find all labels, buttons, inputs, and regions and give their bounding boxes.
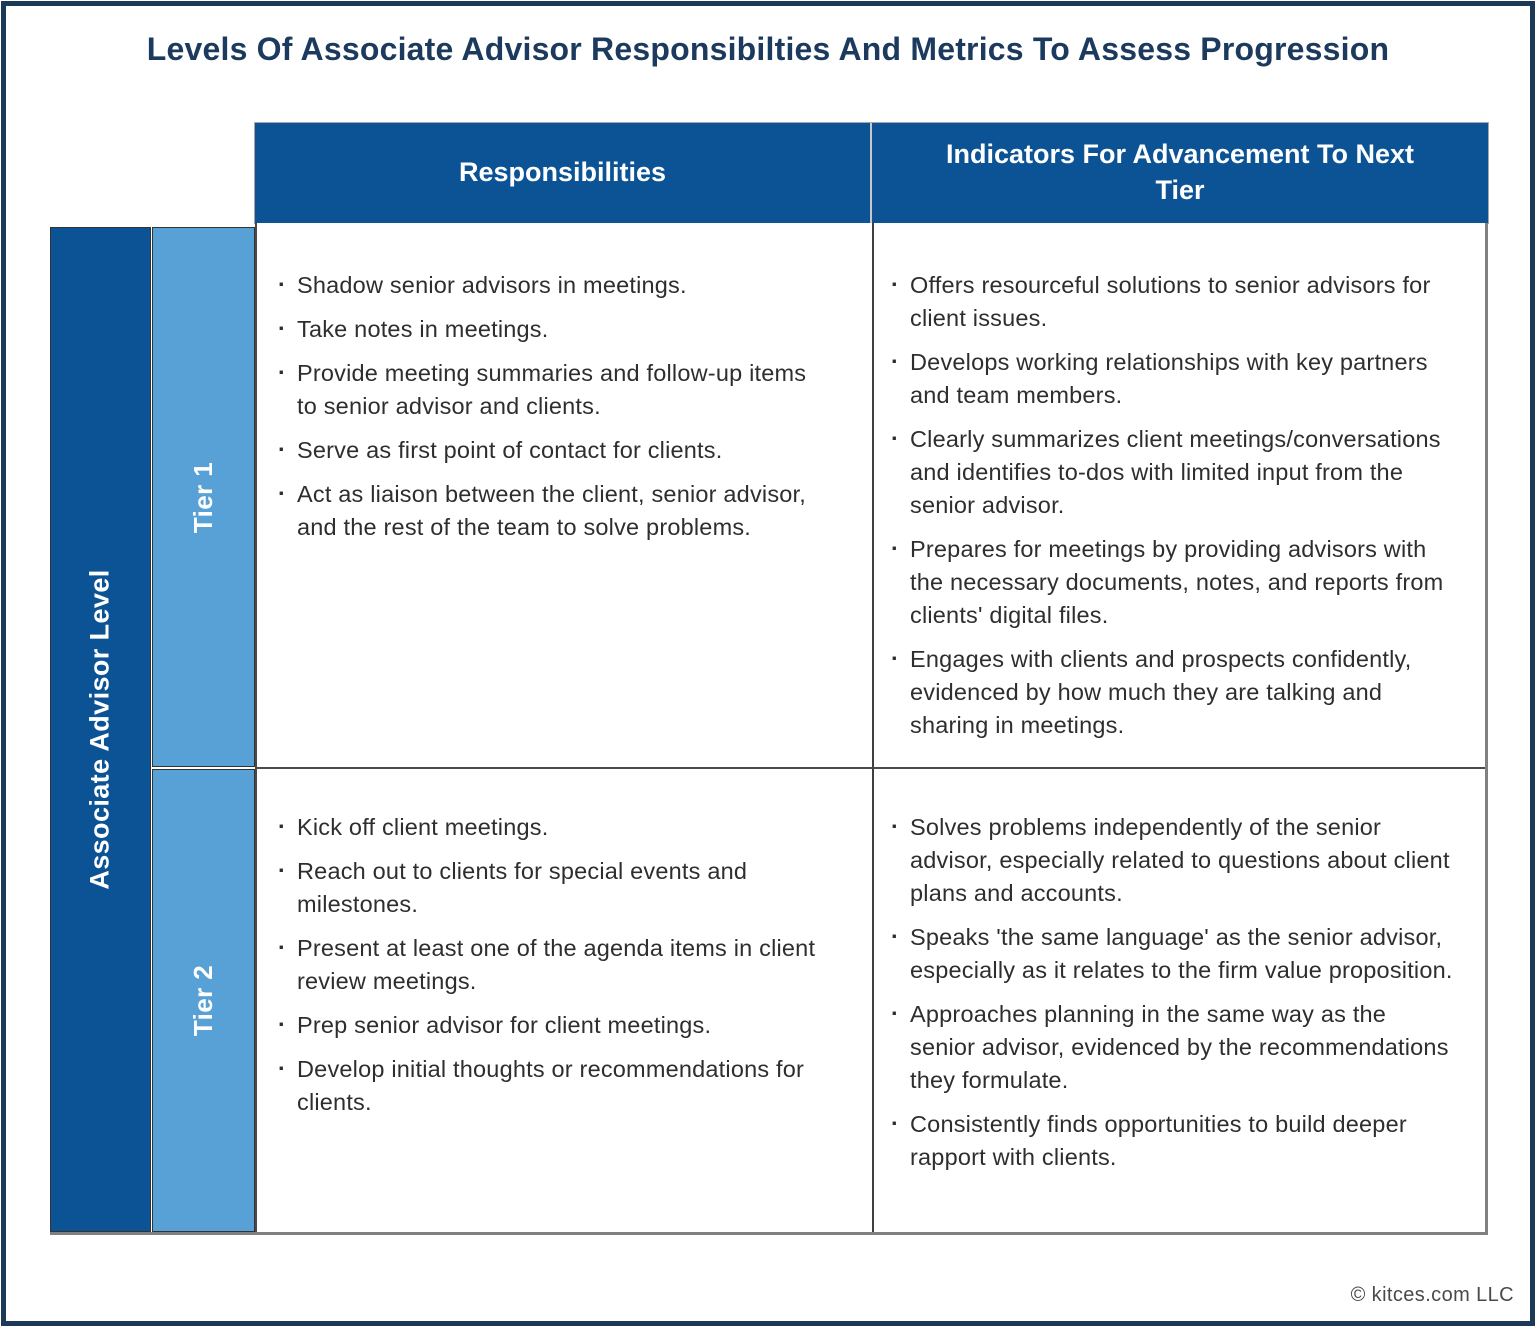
tier-1-indicators-list: Offers resourceful solutions to senior a…: [874, 223, 1485, 742]
tier-1-indicators-cell: Offers resourceful solutions to senior a…: [872, 223, 1485, 767]
bullet-item: Act as liaison between the client, senio…: [278, 477, 817, 544]
tier-1-responsibilities-list: Shadow senior advisors in meetings. Take…: [257, 223, 872, 544]
column-header-responsibilities: Responsibilities: [255, 123, 870, 223]
tier-2-indicators-cell: Solves problems independently of the sen…: [872, 767, 1485, 1232]
column-header-responsibilities-label: Responsibilities: [458, 157, 667, 188]
bullet-item: Reach out to clients for special events …: [278, 854, 817, 921]
tier-2-label: Tier 2: [188, 964, 218, 1037]
row-group-column-associate-advisor-level: Associate Advisor Level: [50, 227, 151, 1232]
copyright-notice: © kitces.com LLC: [1350, 1284, 1514, 1306]
column-header-indicators-label: Indicators For Advancement To Next Tier: [945, 139, 1415, 205]
column-header-indicators: Indicators For Advancement To Next Tier: [870, 123, 1488, 223]
tier-2-indicators-list: Solves problems independently of the sen…: [874, 769, 1485, 1174]
table-bottom-divider: [50, 1232, 1488, 1235]
tier-2-responsibilities-list: Kick off client meetings. Reach out to c…: [257, 769, 872, 1119]
bullet-item: Clearly summarizes client meetings/conve…: [891, 422, 1457, 522]
bullet-item: Kick off client meetings.: [278, 810, 817, 844]
bullet-item: Speaks 'the same language' as the senior…: [891, 920, 1457, 987]
bullet-item: Solves problems independently of the sen…: [891, 810, 1457, 910]
table-header-row: Responsibilities Indicators For Advancem…: [254, 122, 1489, 224]
bullet-item: Offers resourceful solutions to senior a…: [891, 268, 1457, 335]
row-group-label: Associate Advisor Level: [85, 569, 115, 890]
bullet-item: Develop initial thoughts or recommendati…: [278, 1052, 817, 1119]
bullet-item: Develops working relationships with key …: [891, 345, 1457, 412]
tier-2-stub-cell: Tier 2: [152, 769, 255, 1232]
bullet-item: Provide meeting summaries and follow-up …: [278, 356, 817, 423]
bullet-item: Approaches planning in the same way as t…: [891, 997, 1457, 1097]
tier-1-responsibilities-cell: Shadow senior advisors in meetings. Take…: [257, 223, 872, 767]
bullet-item: Shadow senior advisors in meetings.: [278, 268, 817, 302]
bullet-item: Serve as first point of contact for clie…: [278, 433, 817, 467]
tier-1-label: Tier 1: [188, 461, 218, 533]
bullet-item: Prep senior advisor for client meetings.: [278, 1008, 817, 1042]
bullet-item: Take notes in meetings.: [278, 312, 817, 346]
table-body: Shadow senior advisors in meetings. Take…: [255, 223, 1488, 1232]
tier-2-responsibilities-cell: Kick off client meetings. Reach out to c…: [257, 767, 872, 1232]
bullet-item: Present at least one of the agenda items…: [278, 931, 817, 998]
bullet-item: Prepares for meetings by providing advis…: [891, 532, 1457, 632]
bullet-item: Consistently finds opportunities to buil…: [891, 1107, 1457, 1174]
tier-1-stub-cell: Tier 1: [152, 227, 255, 767]
page-title: Levels Of Associate Advisor Responsibilt…: [146, 31, 1390, 67]
bullet-item: Engages with clients and prospects confi…: [891, 642, 1457, 742]
